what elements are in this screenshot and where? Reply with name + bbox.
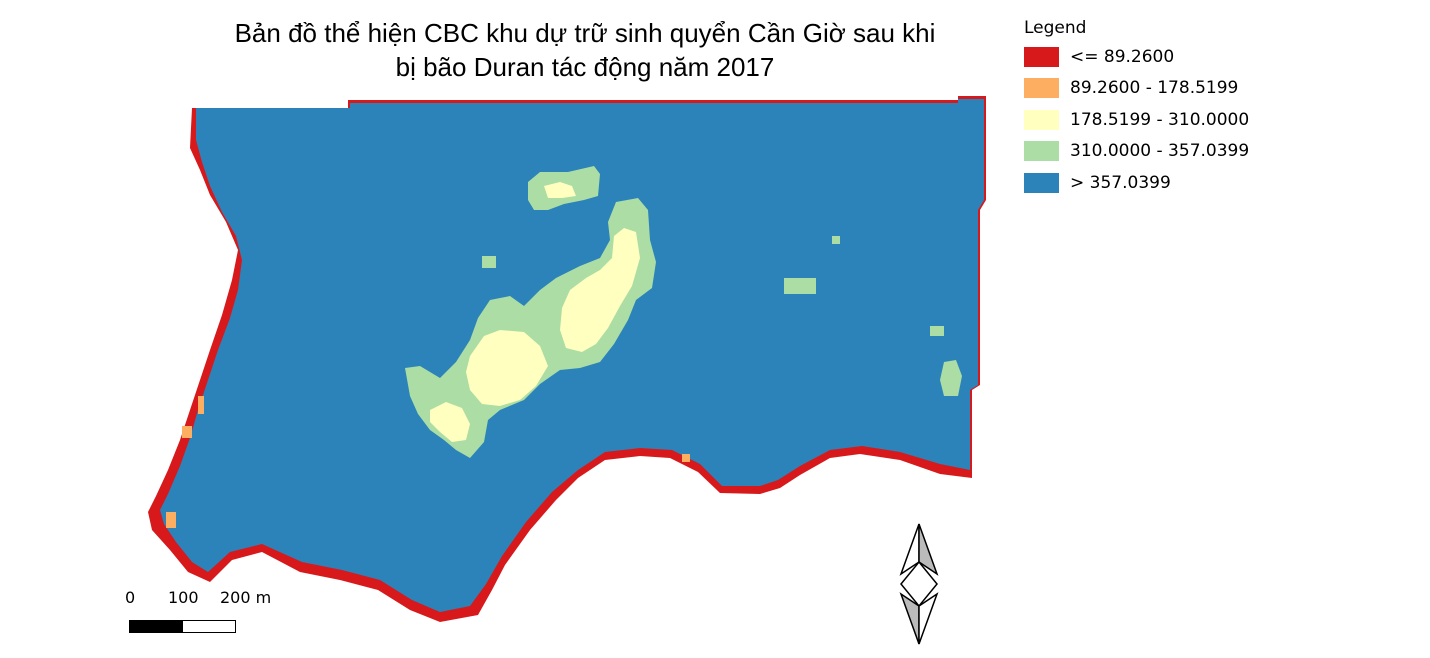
map-title: Bản đồ thể hiện CBC khu dự trữ sinh quyể… xyxy=(150,16,1020,84)
scale-label-100: 100 xyxy=(168,588,199,607)
map-title-line1: Bản đồ thể hiện CBC khu dự trữ sinh quyể… xyxy=(234,18,936,48)
map-title-line2: bị bão Duran tác động năm 2017 xyxy=(395,52,775,82)
legend-item: 310.0000 - 357.0399 xyxy=(1024,136,1249,168)
light-patch-north xyxy=(544,182,576,198)
scale-bar-segment-dark xyxy=(130,621,183,632)
legend-item: 89.2600 - 178.5199 xyxy=(1024,73,1249,105)
legend-item: > 357.0399 xyxy=(1024,167,1249,199)
green-small-3 xyxy=(832,236,840,244)
legend-swatch xyxy=(1024,141,1059,162)
north-arrow-icon xyxy=(899,523,939,645)
orange-patch-4 xyxy=(682,454,690,462)
legend-label: 89.2600 - 178.5199 xyxy=(1070,78,1239,99)
legend-label: 310.0000 - 357.0399 xyxy=(1070,141,1250,162)
light-patch-east xyxy=(560,228,640,352)
legend: Legend <= 89.2600 89.2600 - 178.5199 178… xyxy=(1024,18,1249,199)
green-east-patch xyxy=(940,360,962,396)
legend-label: > 357.0399 xyxy=(1070,172,1171,193)
green-small-2 xyxy=(784,278,816,294)
orange-patch-1 xyxy=(198,396,204,414)
scale-bar xyxy=(129,620,236,633)
legend-swatch xyxy=(1024,78,1059,99)
legend-swatch xyxy=(1024,109,1059,130)
legend-label: <= 89.2600 xyxy=(1070,46,1175,67)
legend-title: Legend xyxy=(1024,18,1087,38)
scale-bar-segment-light xyxy=(182,621,235,632)
green-small-4 xyxy=(930,326,944,336)
light-patch-south xyxy=(430,402,470,442)
legend-label: 178.5199 - 310.0000 xyxy=(1070,109,1250,130)
light-patch-main xyxy=(466,330,548,406)
legend-item: 178.5199 - 310.0000 xyxy=(1024,104,1249,136)
orange-patch-3 xyxy=(166,512,176,528)
orange-patch-2 xyxy=(182,426,192,438)
legend-swatch xyxy=(1024,46,1059,67)
scale-label-200: 200 m xyxy=(220,588,272,607)
legend-swatch xyxy=(1024,172,1059,193)
scale-label-0: 0 xyxy=(125,588,136,607)
green-small-1 xyxy=(482,256,496,268)
scale-bar-labels: 0 100 200 m xyxy=(120,588,320,608)
legend-item: <= 89.2600 xyxy=(1024,41,1249,73)
green-central-patch xyxy=(405,198,656,458)
